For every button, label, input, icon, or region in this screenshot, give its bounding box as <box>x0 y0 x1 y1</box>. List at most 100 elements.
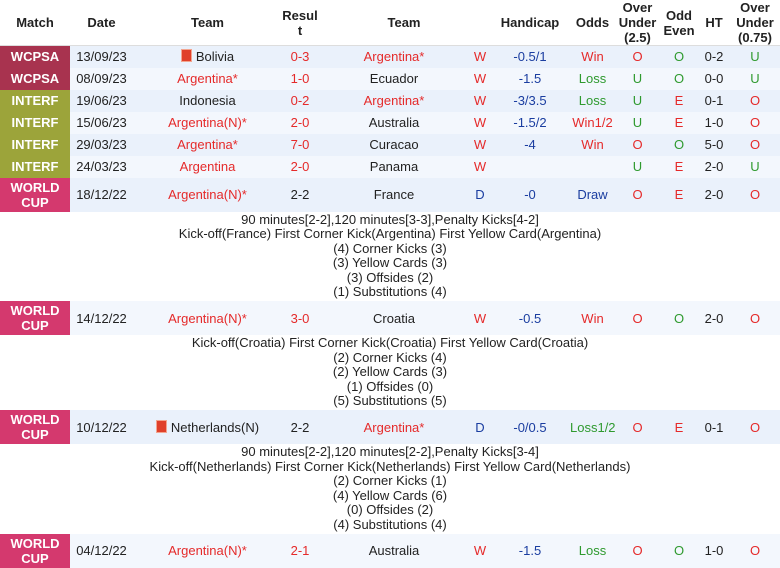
handicap: -0.5 <box>518 310 542 326</box>
oe-cell: E <box>660 410 698 445</box>
ou2: O <box>749 115 761 130</box>
date: 04/12/22 <box>76 543 127 559</box>
ou-cell: O <box>615 177 660 212</box>
detail-line: (5) Substitutions (5) <box>333 393 447 409</box>
detail-line: (3) Offsides (2) <box>346 269 434 285</box>
match: WORLD CUP <box>10 412 60 443</box>
away: France <box>373 187 415 202</box>
oe-cell: E <box>660 177 698 212</box>
detail-line: (2) Corner Kicks (1) <box>333 473 447 489</box>
ou2: O <box>749 543 761 559</box>
wdl-cell: W <box>470 301 490 336</box>
ht: 1-0 <box>704 115 724 130</box>
ou2-cell: O <box>730 111 780 134</box>
ou: O <box>632 187 643 202</box>
date-cell: 10/12/22 <box>70 410 133 445</box>
home-cell: Argentina(N)* <box>133 177 282 212</box>
ou: U <box>632 71 643 86</box>
ou: U <box>632 93 643 108</box>
ou-cell: U <box>615 67 660 90</box>
wdl-cell: W <box>470 111 490 134</box>
match-row: INTERF 29/03/23 Argentina* 7-0 Curacao W -4 Win… <box>0 133 780 156</box>
result-cell: 3-0 <box>282 301 318 336</box>
ht: 2-0 <box>704 159 724 174</box>
ht-cell: 2-0 <box>698 177 730 212</box>
oe: E <box>674 419 684 435</box>
ou: U <box>632 115 643 130</box>
header-row: Match Date Team Result Team Handicap Odds Over … <box>0 0 780 46</box>
match-cell: WORLD CUP <box>0 410 70 445</box>
wdl: W <box>473 137 487 152</box>
ou-cell: O <box>615 45 660 68</box>
ou-cell: U <box>615 111 660 134</box>
result: 2-0 <box>290 159 310 174</box>
away: Argentina* <box>363 93 425 108</box>
odds: Win <box>581 137 604 152</box>
away-cell: Australia <box>318 111 470 134</box>
oe-cell: O <box>660 45 698 68</box>
home-cell: Netherlands(N) <box>133 410 282 445</box>
result: 0-3 <box>290 49 310 65</box>
result-cell: 2-0 <box>282 155 318 178</box>
header-cell: Team <box>133 0 282 46</box>
away: Australia <box>368 543 420 559</box>
detail-line: (2) Corner Kicks (4) <box>333 349 447 365</box>
result-cell: 2-2 <box>282 410 318 445</box>
away-cell: Argentina* <box>318 89 470 112</box>
result-cell: 0-3 <box>282 45 318 68</box>
match-cell: WCPSA <box>0 45 70 68</box>
result-cell: 7-0 <box>282 133 318 156</box>
match: WORLD CUP <box>10 303 60 334</box>
away: Croatia <box>373 310 415 326</box>
oe: E <box>674 115 684 130</box>
details-cell: 90 minutes[2-2],120 minutes[3-3],Penalty… <box>0 211 780 302</box>
match-cell: INTERF <box>0 133 70 156</box>
ou2-cell: O <box>730 301 780 336</box>
result-cell: 2-2 <box>282 177 318 212</box>
match-row: WORLD CUP 04/12/22 Argentina(N)* 2-1 Austral… <box>0 533 780 568</box>
away: Australia <box>368 115 420 130</box>
result: 2-1 <box>290 543 310 559</box>
oe-cell: O <box>660 301 698 336</box>
handicap: -4 <box>524 137 536 152</box>
detail-line: (4) Substitutions (4) <box>333 517 447 532</box>
date: 18/12/22 <box>76 187 127 202</box>
wdl: D <box>475 187 485 202</box>
ou2-cell: U <box>730 45 780 68</box>
result: 7-0 <box>290 137 310 152</box>
away: Ecuador <box>369 71 419 86</box>
ou-cell: O <box>615 533 660 568</box>
wdl: W <box>473 310 487 326</box>
result-cell: 2-0 <box>282 111 318 134</box>
table-body: WCPSA 13/09/23 Bolivia 0-3 Argentina* W -0.5/1… <box>0 45 780 568</box>
home-cell: Indonesia <box>133 89 282 112</box>
details-row: 90 minutes[2-2],120 minutes[2-2],Penalty… <box>0 444 780 534</box>
match-cell: WCPSA <box>0 67 70 90</box>
home: Argentina(N)* <box>168 187 247 202</box>
ht-cell: 5-0 <box>698 133 730 156</box>
ht-cell: 1-0 <box>698 533 730 568</box>
wdl: D <box>475 419 485 435</box>
ht: 2-0 <box>704 187 724 202</box>
odds: Win <box>581 49 604 65</box>
odds: Loss <box>578 93 607 108</box>
header-cell: Team <box>318 0 490 46</box>
home: Argentina* <box>177 137 238 152</box>
ou: O <box>632 419 643 435</box>
ou2-cell: O <box>730 177 780 212</box>
match: INTERF <box>11 159 59 174</box>
ou2-cell: U <box>730 67 780 90</box>
away-cell: France <box>318 177 470 212</box>
home-cell: Argentina* <box>133 133 282 156</box>
detail-line: (0) Offsides (2) <box>346 502 434 518</box>
home: Netherlands(N) <box>170 419 260 435</box>
match-row: INTERF 19/06/23 Indonesia 0-2 Argentina* W -3/… <box>0 89 780 112</box>
date: 14/12/22 <box>76 310 127 326</box>
ht: 2-0 <box>704 310 724 326</box>
flag-icon <box>180 49 192 63</box>
home: Argentina <box>179 159 236 174</box>
detail-line: (3) Yellow Cards (3) <box>332 255 448 271</box>
handicap-cell: -0.5/1 <box>490 45 570 68</box>
